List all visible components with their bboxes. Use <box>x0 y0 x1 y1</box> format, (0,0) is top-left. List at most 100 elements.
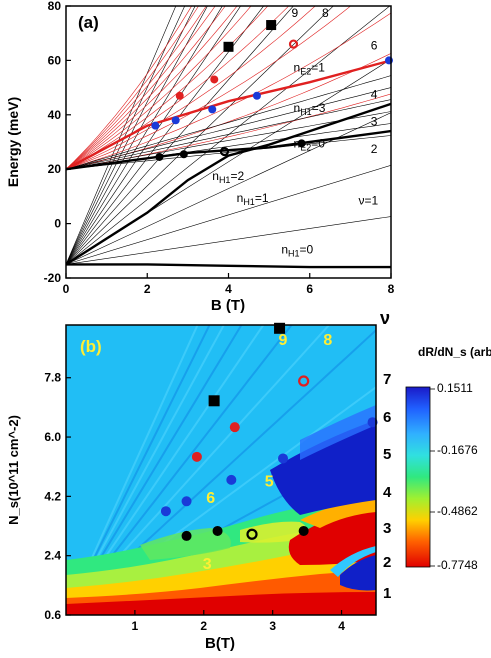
y-tick-label: 20 <box>48 162 62 176</box>
open-circle-marker <box>219 146 230 157</box>
fan-line-h <box>66 6 208 265</box>
y-tick-label: -20 <box>44 271 62 285</box>
panel-b-label: (b) <box>80 337 102 356</box>
nu-tick-label: 5 <box>383 446 391 463</box>
open-circle-marker <box>246 528 258 540</box>
annotation: 6 <box>371 39 378 53</box>
x-tick-label: 8 <box>388 282 395 296</box>
nu-tick-label: 2 <box>383 554 391 571</box>
circle-marker <box>151 121 160 130</box>
panel-b-ticks: 1 2 3 4 0.6 2.4 4.2 6.0 7.8 <box>44 371 345 633</box>
circle-marker <box>367 417 378 428</box>
fan-line-e <box>66 6 216 170</box>
annotation: 9 <box>291 6 298 20</box>
y-tick-label: 40 <box>48 108 62 122</box>
circle-marker <box>278 453 288 464</box>
panel-b-markers <box>160 322 378 541</box>
circle-marker <box>212 525 223 536</box>
y-tick-label: 2.4 <box>44 549 61 563</box>
annotation: nH1=2 <box>212 169 244 185</box>
circle-marker <box>384 56 393 65</box>
fan-line-mid <box>66 75 391 170</box>
square-marker <box>274 322 286 334</box>
colorbar-tick-label: 0.1511 <box>437 381 473 395</box>
nu-tick-label: 4 <box>383 484 392 501</box>
panel-a: 9 86432ν=1nE2=1nH1=3nE2=0nH1=2nH1=1nH1=0 … <box>5 0 395 314</box>
fan-line-h <box>66 6 177 265</box>
fan-line-h <box>66 6 334 265</box>
annotation: nH1=3 <box>294 101 326 117</box>
circle-marker <box>181 496 192 507</box>
panel-b: 9 8 6 5 3 1 2 3 4 0.6 2.4 4.2 6.0 7.8 1 2 3 4 5 6 7 (b) B(… <box>6 308 491 652</box>
annotation: 3 <box>371 115 378 129</box>
panel-b-annotations: 9 8 6 5 3 <box>203 332 333 573</box>
series-line <box>66 263 391 269</box>
circle-marker <box>297 139 306 148</box>
fan-line-h <box>66 6 196 265</box>
fan-line-e <box>66 6 199 170</box>
panel-a-label: (a) <box>78 13 99 32</box>
filling-factor-label: 5 <box>265 473 274 490</box>
annotation: nH1=0 <box>281 243 313 259</box>
series-line <box>66 59 391 171</box>
x-tick-label: 6 <box>306 282 313 296</box>
panel-b-right-ticks: 1 2 3 4 5 6 7 <box>383 371 392 602</box>
fan-line-e <box>66 12 391 170</box>
panel-b-xlabel: B(T) <box>205 635 235 652</box>
circle-marker <box>155 152 164 161</box>
panel-a-markers <box>151 20 393 161</box>
x-tick-label: 0 <box>63 282 70 296</box>
heatmap-image <box>66 325 376 615</box>
annotation: ν=1 <box>359 194 379 208</box>
circle-marker <box>181 530 192 541</box>
panel-a-annotations: 9 8 6 4 3 2 ν=1 nE2=1 nH1=3 nE2=0 nH1=2 nH1=1 nH1=0 <box>212 6 378 259</box>
x-tick-label: 2 <box>200 619 207 633</box>
annotation: nE2=0 <box>294 136 326 152</box>
annotation: 8 <box>322 6 329 20</box>
fan-line-e <box>66 6 207 170</box>
circle-marker <box>252 91 261 100</box>
y-tick-label: 7.8 <box>44 371 61 385</box>
x-tick-label: 2 <box>144 282 151 296</box>
fan-line-mid <box>66 99 391 170</box>
circle-marker <box>208 105 217 114</box>
filling-factor-label: 9 <box>279 332 288 349</box>
circle-marker <box>160 506 171 517</box>
nu-axis-label: ν <box>380 308 390 328</box>
annotation: nH1=1 <box>237 191 269 207</box>
panel-a-ylabel: Energy (meV) <box>5 97 21 187</box>
annotation: nE2=1 <box>294 60 326 76</box>
y-tick-label: 60 <box>48 53 62 67</box>
landau-fan-lines <box>66 6 391 265</box>
circle-marker <box>210 75 219 84</box>
square-marker <box>223 41 234 52</box>
open-circle-marker <box>288 39 299 49</box>
colorbar: dR/dN_s (arb.units) 0.1511 -0.1676 -0.4862… <box>405 345 491 572</box>
fan-line-e <box>66 6 192 170</box>
circle-marker <box>298 525 309 536</box>
colorbar-tick-label: -0.4862 <box>437 504 478 518</box>
fan-line-h <box>66 6 186 265</box>
square-marker <box>266 20 277 31</box>
y-tick-label: 4.2 <box>44 489 61 503</box>
nu-tick-label: 1 <box>383 585 391 602</box>
fan-line-e <box>66 6 252 170</box>
fan-line-h <box>66 216 391 265</box>
fan-line-h <box>66 6 242 265</box>
y-tick-label: 0 <box>54 217 61 231</box>
y-tick-label: 80 <box>48 0 62 13</box>
x-tick-label: 1 <box>132 619 139 633</box>
fan-line-h <box>66 6 265 265</box>
nu-tick-label: 7 <box>383 371 391 388</box>
series-line <box>66 102 391 266</box>
colorbar-gradient <box>405 386 431 568</box>
circle-marker <box>191 451 202 462</box>
y-tick-label: 0.6 <box>44 608 61 622</box>
nu-tick-label: 3 <box>383 520 391 537</box>
circle-marker <box>226 474 237 485</box>
fan-line-e <box>66 6 316 170</box>
x-tick-label: 4 <box>225 282 232 296</box>
annotation: 2 <box>371 142 378 156</box>
